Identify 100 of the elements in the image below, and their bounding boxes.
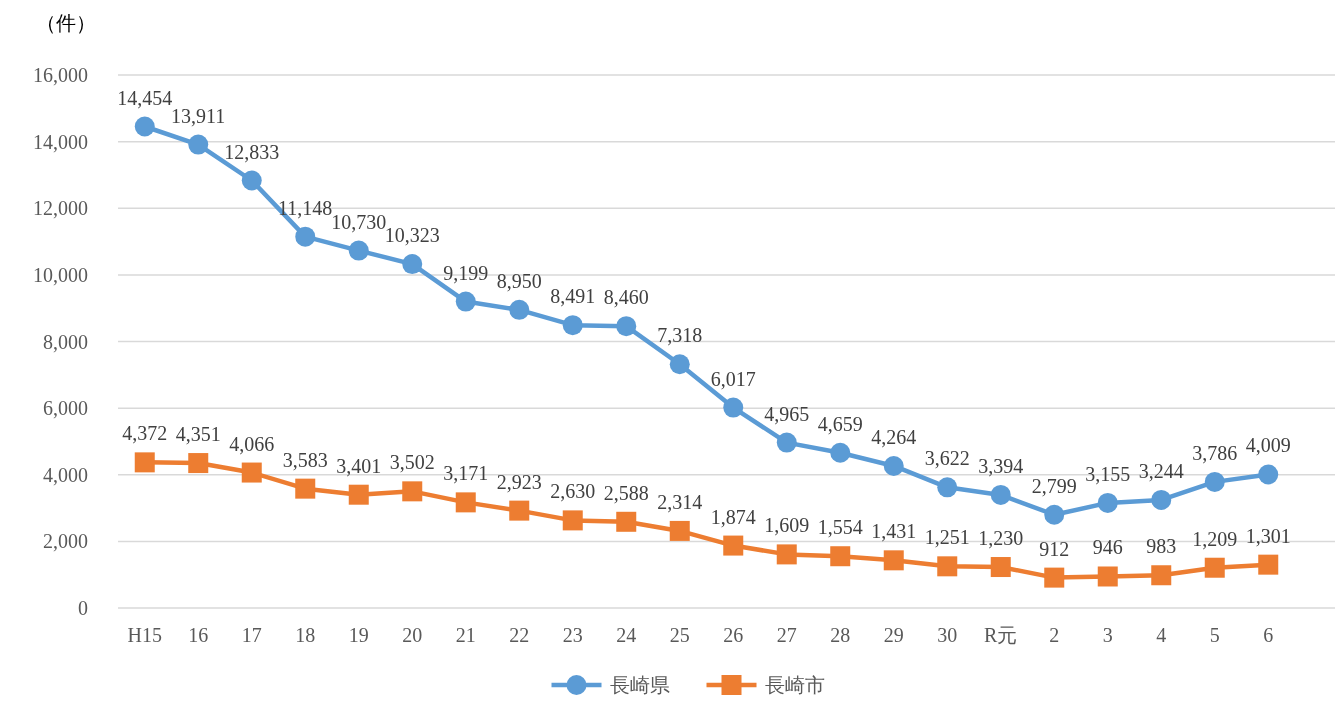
y-tick-label: 4,000 (43, 463, 88, 486)
point (616, 511, 637, 532)
data-label: 9,199 (443, 261, 489, 284)
data-label: 4,066 (229, 432, 275, 455)
point (348, 240, 369, 261)
point (830, 546, 851, 567)
data-label: 4,351 (175, 423, 221, 446)
point (723, 535, 744, 556)
point (1151, 565, 1172, 586)
data-label: 1,209 (1192, 527, 1238, 550)
data-label: 1,301 (1245, 524, 1291, 547)
point (1044, 567, 1065, 588)
point (723, 397, 744, 418)
y-tick-label: 16,000 (33, 64, 88, 86)
legend-label: 長崎市 (764, 673, 825, 697)
data-label: 10,730 (331, 210, 387, 233)
data-label: 1,609 (764, 514, 810, 537)
y-tick-label: 8,000 (43, 330, 88, 353)
y-tick-label: 0 (78, 597, 88, 619)
data-label: 1,251 (924, 526, 970, 549)
x-tick-label: 16 (188, 624, 209, 646)
legend-label: 長崎県 (609, 673, 670, 697)
y-tick-label: 2,000 (43, 530, 88, 553)
data-label: 4,372 (122, 422, 168, 445)
data-label: 12,833 (224, 140, 280, 163)
data-label: 3,171 (443, 462, 489, 485)
point (562, 315, 583, 336)
point (937, 477, 958, 498)
data-label: 1,554 (817, 516, 863, 539)
data-label: 2,630 (550, 480, 596, 503)
y-tick-label: 10,000 (33, 263, 88, 286)
data-label: 8,491 (550, 285, 596, 308)
y-tick-label: 14,000 (33, 130, 88, 153)
point (188, 134, 209, 155)
data-label: 3,622 (924, 447, 970, 470)
point (776, 432, 797, 453)
point (1258, 464, 1279, 485)
data-label: 4,965 (764, 402, 810, 425)
x-tick-label: 4 (1156, 624, 1167, 646)
point (883, 455, 904, 476)
x-tick-label: 22 (509, 624, 530, 646)
point (402, 481, 423, 502)
point (883, 550, 904, 571)
data-label: 3,502 (389, 451, 435, 474)
x-tick-label: 23 (562, 624, 583, 646)
data-label: 3,244 (1138, 459, 1184, 482)
x-tick-label: 5 (1209, 624, 1220, 646)
x-tick-label: R元 (984, 624, 1018, 646)
x-tick-label: 21 (455, 624, 476, 646)
data-label: 4,264 (871, 425, 917, 448)
data-label: 13,911 (171, 104, 226, 127)
point (455, 291, 476, 312)
point (402, 254, 423, 275)
data-label: 7,318 (657, 324, 703, 347)
x-tick-label: 20 (402, 624, 423, 646)
y-tick-label: 12,000 (33, 197, 88, 220)
data-label: 3,583 (282, 448, 328, 471)
point (509, 500, 530, 521)
point (1044, 504, 1065, 525)
data-label: 1,874 (710, 505, 756, 528)
x-tick-label: 6 (1263, 624, 1274, 646)
point (669, 520, 690, 541)
x-tick-label: 2 (1049, 624, 1060, 646)
data-label: 912 (1039, 537, 1070, 560)
data-label: 3,394 (978, 454, 1024, 477)
point (562, 510, 583, 531)
data-label: 14,454 (117, 86, 173, 109)
data-label: 4,009 (1245, 434, 1291, 457)
data-label: 4,659 (817, 412, 863, 435)
data-label: 11,148 (278, 196, 333, 219)
point (455, 492, 476, 513)
data-label: 2,588 (603, 481, 649, 504)
data-label: 3,401 (336, 454, 382, 477)
y-axis-title: （件） (36, 12, 96, 34)
point (1151, 489, 1172, 510)
point (134, 452, 155, 473)
data-label: 2,799 (1031, 474, 1077, 497)
x-tick-label: 30 (937, 624, 958, 646)
data-label: 946 (1092, 536, 1123, 559)
x-tick-label: 25 (669, 624, 690, 646)
data-label: 983 (1146, 535, 1177, 558)
point (990, 557, 1011, 578)
data-label: 2,314 (657, 490, 703, 513)
point (509, 299, 530, 320)
point (295, 226, 316, 247)
point (990, 484, 1011, 505)
data-label: 2,923 (496, 470, 542, 493)
x-tick-label: 24 (616, 624, 637, 646)
x-tick-label: 27 (776, 624, 797, 646)
x-tick-label: 17 (241, 624, 262, 646)
point (1204, 557, 1225, 578)
point (1097, 566, 1118, 587)
x-tick-label: 3 (1102, 624, 1113, 646)
point (1258, 554, 1279, 575)
point (937, 556, 958, 577)
point (348, 484, 369, 505)
x-tick-label: H15 (127, 624, 162, 646)
point (616, 316, 637, 337)
x-tick-label: 29 (883, 624, 904, 646)
point (776, 544, 797, 565)
